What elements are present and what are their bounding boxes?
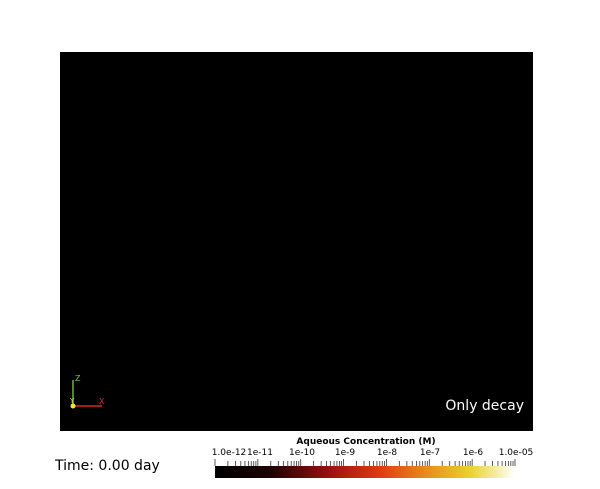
colorbar-tick-labels: 1.0e-12 1e-11 1e-10 1e-9 1e-8 1e-7 1e-6 … (0, 448, 600, 460)
colorbar-title: Aqueous Concentration (M) (296, 437, 436, 447)
colorbar-tick-label: 1e-9 (334, 448, 356, 458)
overlay-text: Only decay (445, 398, 524, 414)
time-label: Time: 0.00 day (55, 458, 160, 474)
orientation-axes-icon: Z Y X (69, 374, 105, 409)
colorbar-tick-label: 1e-10 (289, 448, 315, 458)
colorbar-tick-label: 1e-11 (247, 448, 273, 458)
z-axis-label: Z (75, 374, 81, 383)
colorbar (214, 459, 516, 478)
colorbar-tick-label: 1e-7 (419, 448, 441, 458)
render-viewport[interactable]: Z Y X Only decay (60, 52, 533, 431)
colorbar-gradient (215, 466, 515, 478)
colorbar-tick-label: 1.0e-05 (498, 448, 534, 458)
y-axis-dot (70, 403, 76, 409)
colorbar-minor-ticks (214, 459, 516, 466)
colorbar-tick-label: 1.0e-12 (211, 448, 247, 458)
y-axis-label: Y (69, 397, 75, 405)
x-axis-label: X (99, 397, 105, 406)
colorbar-tick-label: 1e-6 (462, 448, 484, 458)
colorbar-tick-label: 1e-8 (376, 448, 398, 458)
